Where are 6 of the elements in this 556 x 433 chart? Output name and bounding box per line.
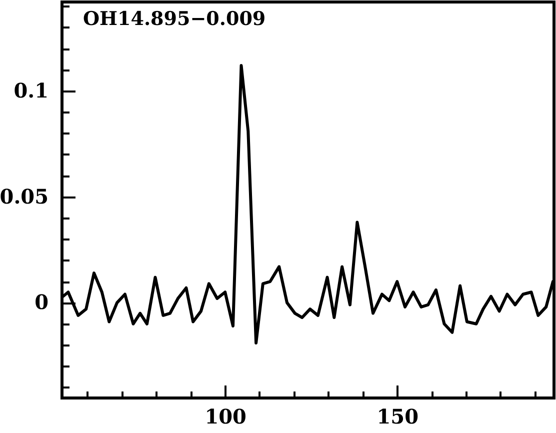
y-tick-label: 0	[34, 290, 48, 314]
x-tick-label: 150	[376, 404, 418, 428]
y-tick-label: 0.05	[0, 184, 48, 208]
x-tick-label: 100	[204, 404, 246, 428]
chart-title: OH14.895−0.009	[83, 8, 266, 30]
y-tick-label: 0.1	[14, 78, 48, 102]
